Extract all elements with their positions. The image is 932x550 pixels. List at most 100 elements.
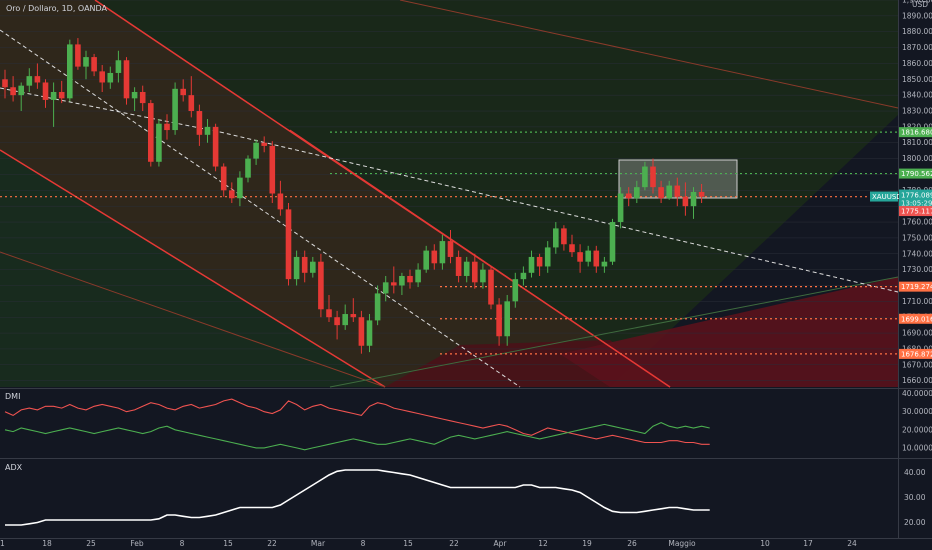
candle-body-36: [293, 256, 300, 280]
candle-body-76: [617, 193, 624, 223]
level-tag-bg-0: [899, 127, 932, 138]
candle-body-33: [269, 145, 276, 194]
candle-body-78: [634, 187, 640, 199]
level-tag-label-3: 1719.274: [901, 283, 932, 291]
candle-body-15: [123, 60, 130, 99]
channel-mid-line: [289, 129, 671, 388]
candle-body-72: [585, 250, 591, 262]
candle-body-52: [423, 250, 429, 270]
rising-support-line: [329, 276, 899, 388]
time-tick-label-9: 15: [403, 539, 413, 548]
candle-body-6: [50, 91, 57, 100]
candle-body-10: [83, 57, 89, 67]
time-tick-label-3: Feb: [130, 539, 144, 548]
time-tick-label-11: Apr: [494, 539, 508, 548]
candle-body-7: [58, 91, 65, 99]
candle-body-13: [107, 72, 114, 83]
candle-body-46: [374, 293, 381, 321]
candle-body-17: [139, 91, 146, 104]
price-tick-label-18: 1840.000: [902, 91, 932, 100]
outer-lower-line: [0, 251, 386, 388]
candle-body-21: [172, 88, 178, 131]
candle-body-11: [91, 57, 97, 72]
candle-body-45: [366, 320, 373, 346]
adx-title: ADX: [5, 463, 23, 472]
price-tick-label-1: 1670.000: [902, 360, 932, 369]
candle-body-62: [504, 301, 510, 337]
candle-body-22: [180, 88, 186, 96]
candle-body-24: [196, 111, 203, 135]
price-tick-label-8: 1740.000: [902, 249, 932, 258]
level-tag-bg-5: [899, 348, 932, 359]
candle-body-29: [237, 177, 243, 199]
candle-body-61: [496, 304, 502, 337]
time-axis[interactable]: 1 18 25 Feb 8 15 22 Mar 8 15 22 Apr 12 19 26 Maggio 10 17…: [0, 539, 857, 548]
candle-body-20: [164, 123, 170, 131]
candle-body-19: [156, 123, 162, 162]
candle-body-84: [682, 196, 689, 207]
descending-channel-fill: [0, 0, 670, 387]
candle-body-58: [472, 261, 478, 283]
low-tag-label: 1775.117: [901, 208, 932, 216]
candle-body-59: [480, 269, 486, 283]
candle-body-56: [455, 256, 462, 276]
candle-body-74: [601, 261, 608, 267]
adx-tick-label-2: 40.00: [904, 468, 926, 477]
channel-lower-line: [0, 149, 386, 388]
candle-body-66: [536, 256, 543, 267]
dashed-trend-c: [0, 29, 521, 388]
time-tick-label-15: Maggio: [668, 539, 696, 548]
price-axis[interactable]: 1660.0001670.0001680.0001690.0001700.000…: [870, 0, 932, 527]
dmi-tick-label-3: 40.0000: [902, 389, 932, 398]
candle-body-37: [301, 256, 308, 273]
level-tag-bg-4: [899, 313, 932, 324]
candle-body-81: [658, 187, 664, 199]
last-price-value: 1776.089: [901, 192, 932, 200]
candle-body-27: [220, 166, 227, 191]
candle-body-16: [131, 91, 138, 99]
candle-body-73: [593, 250, 600, 267]
candle-body-70: [569, 244, 575, 253]
time-tick-label-6: 22: [267, 539, 277, 548]
level-tag-bg-3: [899, 281, 932, 292]
currency-label: USD: [912, 0, 928, 9]
dmi-series-minus: [4, 398, 710, 445]
candle-body-14: [115, 60, 122, 73]
candle-body-26: [212, 126, 219, 167]
candle-body-28: [229, 190, 235, 199]
price-tick-label-7: 1730.000: [902, 265, 932, 274]
candle-body-9: [75, 44, 81, 67]
candle-body-69: [561, 228, 567, 245]
candle-body-18: [148, 103, 154, 162]
candle-body-49: [399, 275, 405, 286]
candle-body-80: [650, 166, 656, 188]
candle-body-79: [642, 166, 648, 188]
candle-body-65: [528, 256, 535, 273]
candle-body-0: [2, 79, 8, 88]
price-tick-label-15: 1810.000: [902, 138, 932, 147]
candle-body-68: [553, 228, 559, 248]
last-price-countdown: 13:05:29: [901, 200, 932, 208]
level-tag-label-4: 1699.016: [901, 315, 932, 323]
time-tick-label-12: 12: [538, 539, 548, 548]
candle-body-34: [277, 193, 284, 210]
candle-body-71: [577, 252, 583, 262]
candle-body-2: [18, 85, 24, 96]
candle-body-39: [318, 261, 324, 310]
candle-body-67: [544, 247, 551, 267]
dmi-tick-label-2: 30.0000: [902, 407, 932, 416]
time-tick-label-13: 19: [582, 539, 592, 548]
candlestick-series: [2, 38, 705, 354]
candle-body-25: [204, 126, 211, 135]
candle-body-5: [42, 82, 49, 100]
time-tick-label-18: 24: [847, 539, 857, 548]
candle-body-60: [488, 269, 494, 305]
trend-channels: [0, 0, 899, 388]
candle-body-85: [690, 191, 697, 207]
dmi-series-plus: [4, 421, 710, 451]
level-tag-label-5: 1676.872: [901, 350, 932, 358]
price-tick-label-0: 1660.000: [902, 376, 932, 385]
adx-tick-label-1: 30.00: [904, 493, 926, 502]
